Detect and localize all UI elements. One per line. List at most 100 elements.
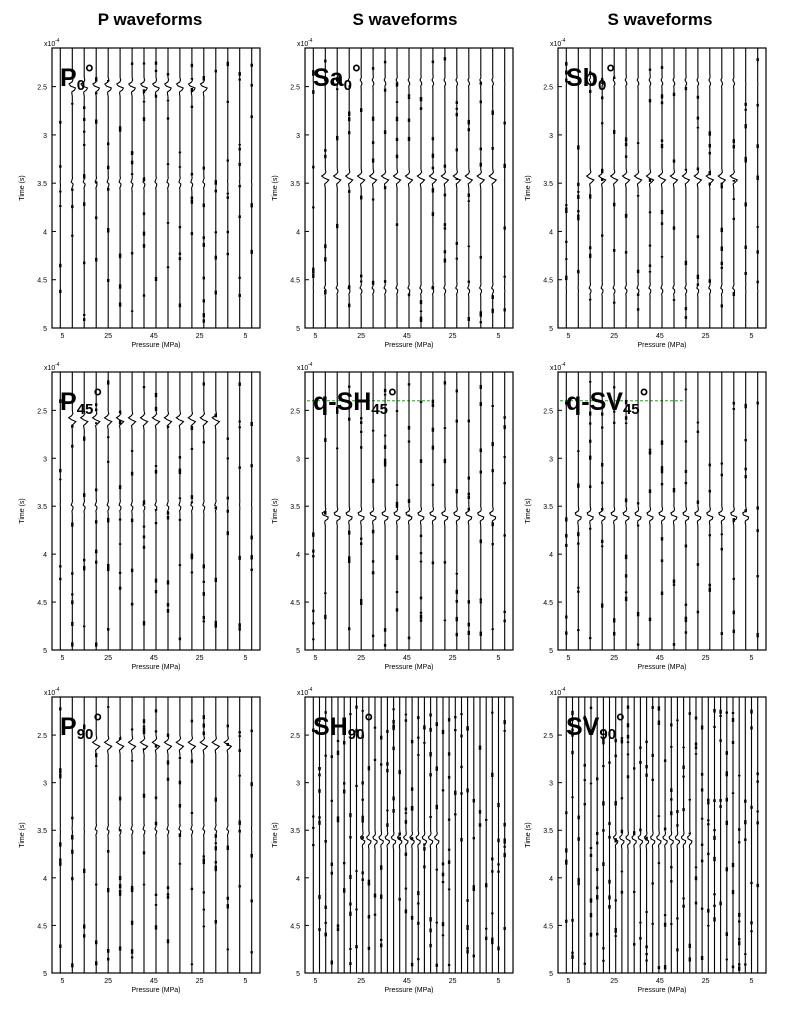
trace-noise xyxy=(95,940,98,945)
waveform-trace xyxy=(586,372,594,650)
trace-noise xyxy=(589,194,592,199)
trace-noise xyxy=(312,269,315,274)
trace-noise xyxy=(577,586,580,589)
trace-noise xyxy=(107,228,110,233)
trace-noise xyxy=(431,399,435,404)
trace-noise xyxy=(386,823,389,827)
trace-noise xyxy=(383,60,387,64)
trace-noise xyxy=(343,862,346,865)
trace-noise xyxy=(589,782,593,785)
panel-title-subscript: 45 xyxy=(623,401,640,418)
trace-noise xyxy=(395,223,399,226)
trace-noise xyxy=(118,948,122,951)
waveform-trace xyxy=(658,372,666,650)
trace-noise xyxy=(178,303,182,308)
panel-title-main: P xyxy=(60,64,77,92)
trace-noise xyxy=(684,544,688,548)
x-axis-label: Pressure (MPa) xyxy=(131,664,180,671)
trace-noise xyxy=(407,440,411,443)
panel-title-main: Sb xyxy=(566,64,598,92)
trace-noise xyxy=(202,855,205,858)
y-tick-label: 3 xyxy=(296,781,300,788)
trace-noise xyxy=(503,610,506,613)
trace-noise xyxy=(330,862,333,866)
trace-noise xyxy=(380,763,383,766)
axis-exponent-power: -4 xyxy=(561,38,566,44)
trace-noise xyxy=(744,953,747,955)
trace-noise xyxy=(83,625,86,628)
trace-noise xyxy=(491,940,494,945)
trace-noise xyxy=(107,949,110,953)
trace-noise xyxy=(732,144,735,149)
trace-noise xyxy=(738,937,741,941)
trace-noise xyxy=(731,741,735,744)
panel-title-degree: ° xyxy=(640,384,649,409)
trace-noise xyxy=(59,165,62,168)
y-tick-label: 3.5 xyxy=(543,828,553,835)
trace-noise xyxy=(226,61,229,67)
trace-noise xyxy=(330,755,333,758)
trace-noise xyxy=(571,796,574,799)
trace-noise xyxy=(601,603,604,608)
trace-noise xyxy=(154,522,158,525)
trace-noise xyxy=(429,943,432,948)
column-title-p: P waveforms xyxy=(97,10,203,29)
trace-noise xyxy=(583,715,586,719)
trace-noise xyxy=(491,857,494,861)
trace-noise xyxy=(142,719,146,724)
trace-noise xyxy=(83,558,86,562)
trace-noise xyxy=(720,632,723,635)
trace-noise xyxy=(166,511,170,515)
trace-noise xyxy=(83,106,86,110)
trace-noise xyxy=(348,385,351,388)
trace-noise xyxy=(312,90,315,94)
trace-noise xyxy=(238,382,241,386)
trace-noise xyxy=(395,116,399,122)
trace-noise xyxy=(318,767,321,770)
y-tick-label: 4 xyxy=(296,229,300,236)
waveform-trace xyxy=(79,372,89,650)
trace-noise xyxy=(312,638,315,641)
trace-noise xyxy=(460,713,463,716)
trace-noise xyxy=(398,770,401,775)
trace-noise xyxy=(660,483,664,486)
trace-noise xyxy=(71,963,74,968)
y-tick-label: 2.5 xyxy=(543,733,553,740)
waveform-trace xyxy=(372,697,378,973)
trace-noise xyxy=(71,102,74,105)
trace-noise xyxy=(367,946,371,950)
trace-noise xyxy=(83,261,86,265)
trace-noise xyxy=(602,959,605,962)
trace-noise xyxy=(429,928,432,933)
trace-noise xyxy=(190,447,194,450)
waveform-trace xyxy=(139,48,149,328)
x-tick-label: 25 xyxy=(702,978,710,985)
trace-noise xyxy=(648,448,652,451)
trace-noise xyxy=(589,706,593,710)
trace-noise xyxy=(83,117,86,121)
waveform-trace xyxy=(320,48,330,328)
trace-noise xyxy=(417,902,420,905)
trace-noise xyxy=(336,750,340,756)
trace-noise xyxy=(614,838,617,843)
trace-noise xyxy=(324,511,327,515)
trace-noise xyxy=(166,777,170,781)
trace-noise xyxy=(731,712,735,714)
trace-noise xyxy=(202,382,205,386)
trace-noise xyxy=(238,162,241,166)
trace-noise xyxy=(142,117,146,122)
trace-noise xyxy=(59,858,62,862)
trace-noise xyxy=(371,429,375,432)
waveform-trace xyxy=(453,372,461,650)
trace-noise xyxy=(154,465,158,467)
trace-noise xyxy=(708,583,711,587)
trace-noise xyxy=(479,631,482,636)
trace-noise xyxy=(577,629,580,632)
trace-noise xyxy=(672,584,676,586)
trace-noise xyxy=(250,782,253,787)
y-tick-label: 5 xyxy=(43,971,47,978)
waveform-trace xyxy=(91,372,101,650)
trace-noise xyxy=(395,137,399,142)
trace-noise xyxy=(624,574,628,578)
